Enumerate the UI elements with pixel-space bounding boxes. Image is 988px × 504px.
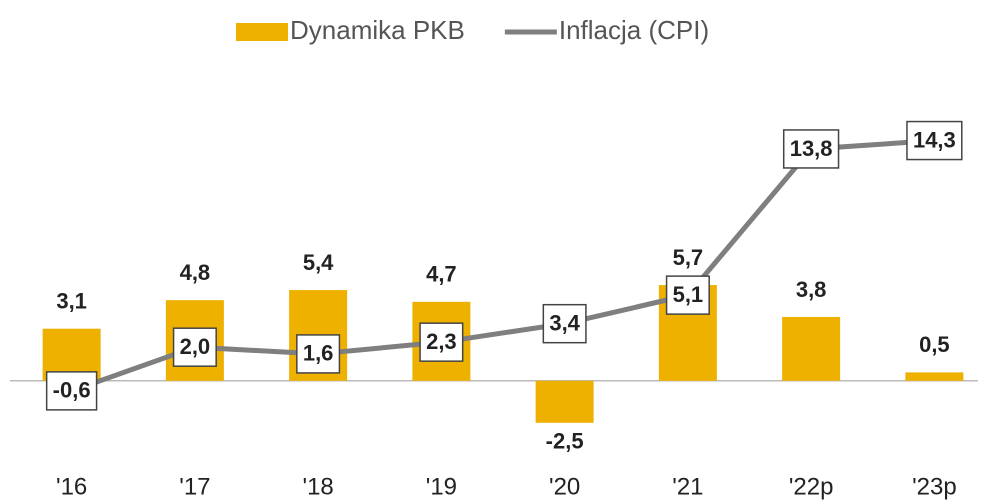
data-label: 5,7 [673, 245, 704, 270]
x-tick-label: '17 [179, 473, 210, 500]
data-label: 14,3 [913, 127, 956, 152]
x-tick-label: '21 [672, 473, 703, 500]
bar [782, 316, 841, 381]
x-tick-label: '19 [426, 473, 457, 500]
data-label: 0,5 [919, 332, 950, 357]
bar [535, 380, 594, 423]
data-label-box: 1,6 [296, 334, 341, 374]
label-box [296, 334, 341, 374]
data-label: 5,4 [303, 250, 334, 275]
label-box [542, 303, 587, 344]
legend-label: Inflacja (CPI) [559, 15, 709, 45]
data-label-box: 2,3 [419, 322, 464, 362]
x-tick-label: '23p [912, 473, 957, 500]
data-label: 13,8 [790, 136, 833, 161]
data-label: 3,8 [796, 277, 827, 302]
data-label-box: 13,8 [782, 129, 840, 169]
data-label: 1,6 [303, 341, 334, 366]
data-label-box: 5,1 [665, 275, 710, 315]
data-label-box: -0,6 [45, 371, 98, 411]
data-label: 3,4 [549, 310, 580, 335]
label-box [782, 129, 840, 169]
x-tick-label: '18 [302, 473, 333, 500]
data-label: -2,5 [546, 429, 584, 454]
data-label: 4,8 [180, 260, 211, 285]
data-label-box: 3,4 [542, 303, 587, 344]
data-label: 5,1 [673, 282, 704, 307]
legend-label: Dynamika PKB [290, 15, 465, 45]
legend-swatch [236, 23, 288, 41]
bar [905, 372, 964, 381]
label-box [419, 322, 464, 362]
data-label: 3,1 [56, 289, 87, 314]
x-tick-label: '20 [549, 473, 580, 500]
label-box [172, 327, 217, 367]
label-box [665, 275, 710, 315]
label-box [906, 120, 963, 161]
data-label-box: 14,3 [906, 120, 963, 161]
label-box [45, 371, 98, 411]
x-tick-label: '16 [56, 473, 87, 500]
data-label-box: 2,0 [172, 327, 217, 367]
data-label: -0,6 [53, 378, 91, 403]
x-tick-label: '22p [789, 473, 834, 500]
data-label: 2,0 [180, 334, 211, 359]
data-label: 4,7 [426, 262, 457, 287]
data-label: 2,3 [426, 329, 457, 354]
